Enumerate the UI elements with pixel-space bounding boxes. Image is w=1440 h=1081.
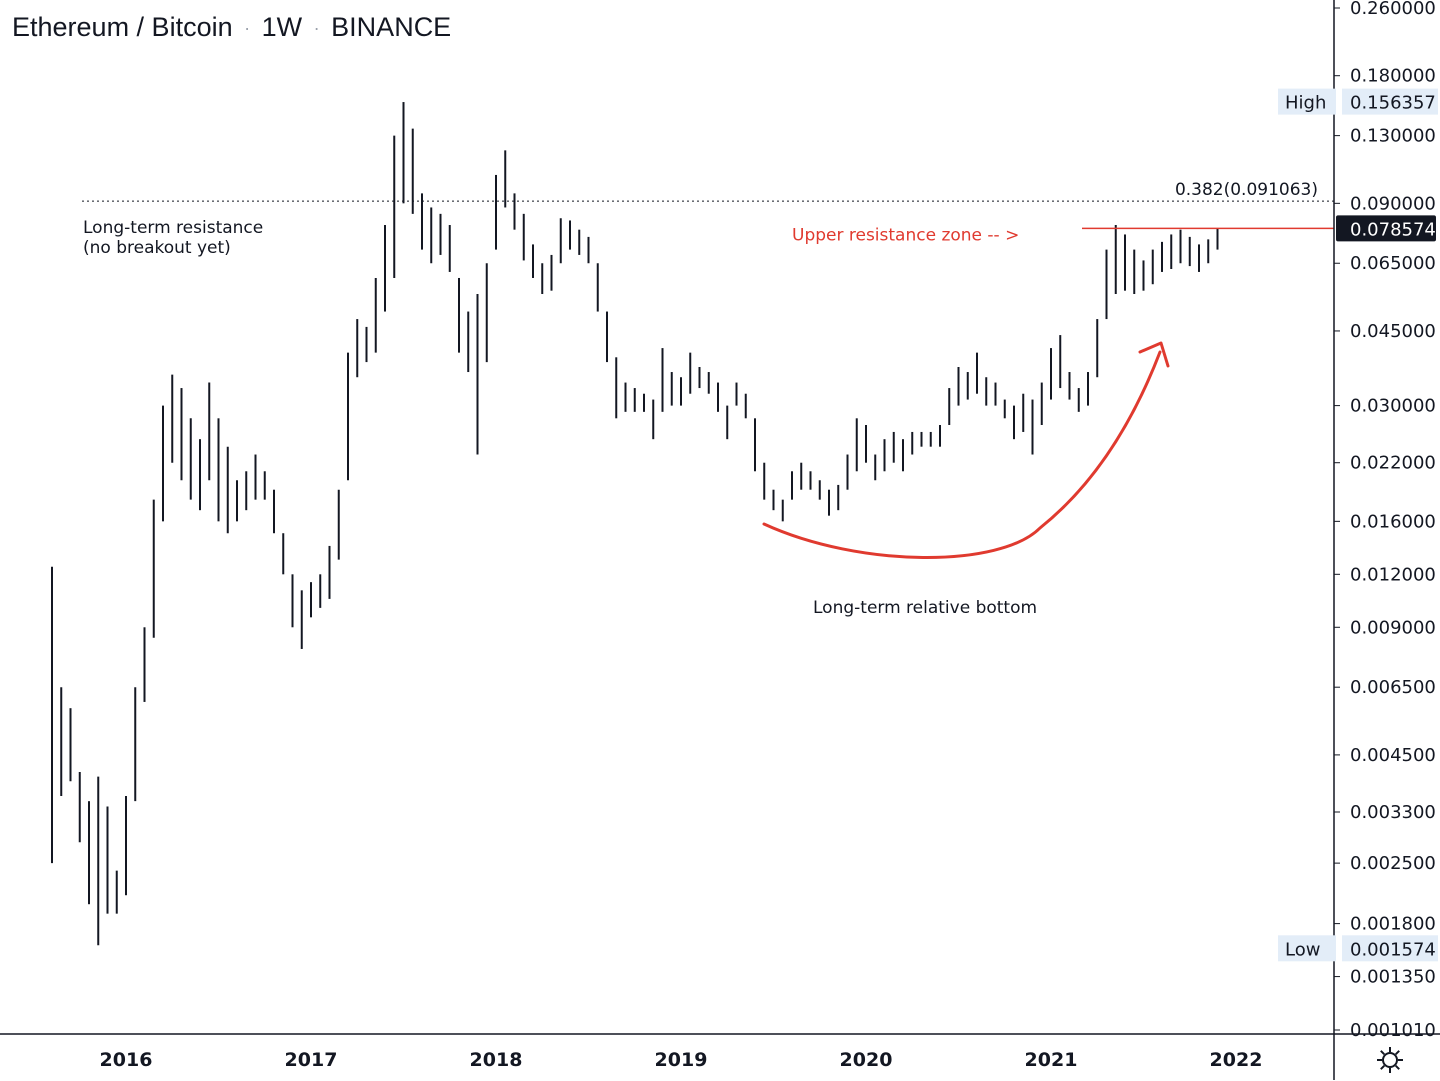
title-separator: · — [244, 18, 251, 39]
price-axis[interactable]: 0.260000 0.180000 0.130000 0.090000 0.065000… — [1278, 0, 1438, 1080]
chart-title: Ethereum / Bitcoin · 1W · BINANCE — [12, 12, 451, 43]
price-tick-label: 0.001010 — [1350, 1020, 1436, 1041]
price-tick-label: 0.003300 — [1350, 802, 1436, 823]
price-tick-label: 0.012000 — [1350, 564, 1436, 585]
price-tick-label: 0.065000 — [1350, 253, 1436, 274]
price-tick-label: 0.009000 — [1350, 617, 1436, 638]
price-tick-label: 0.001350 — [1350, 967, 1436, 988]
low-tag-bg — [1278, 935, 1336, 962]
time-tick-label: 2021 — [1025, 1049, 1078, 1071]
high-value-bg — [1342, 88, 1438, 115]
fib-level-label: 0.382(0.091063) — [1175, 180, 1318, 200]
high-tag-label: High — [1285, 93, 1326, 114]
time-tick-label: 2019 — [655, 1049, 708, 1071]
last-price-bg — [1336, 215, 1436, 242]
high-tag-bg — [1278, 88, 1336, 115]
symbol-label: Ethereum / Bitcoin — [12, 12, 233, 42]
low-value-bg — [1342, 935, 1438, 962]
resistance-note-label: (no breakout yet) — [83, 238, 231, 258]
price-tick-label: 0.016000 — [1350, 511, 1436, 532]
price-tick-label: 0.022000 — [1350, 453, 1436, 474]
low-value: 0.001574 — [1350, 939, 1436, 960]
interval-label[interactable]: 1W — [261, 12, 303, 42]
arrowhead — [1138, 341, 1170, 368]
price-tick-label: 0.004500 — [1350, 745, 1436, 766]
time-tick-label: 2017 — [285, 1049, 338, 1071]
title-separator: · — [313, 18, 320, 39]
exchange-label: BINANCE — [331, 12, 452, 42]
last-price-value: 0.078574 — [1350, 219, 1436, 240]
ohlc-bars — [51, 102, 1219, 946]
price-tick-label: 0.030000 — [1350, 396, 1436, 417]
price-tick-label: 0.006500 — [1350, 677, 1436, 698]
bottom-label: Long-term relative bottom — [813, 598, 1037, 618]
recovery-curve-arrow — [762, 350, 1162, 559]
time-tick-label: 2020 — [840, 1049, 893, 1071]
price-tick-label: 0.090000 — [1350, 193, 1436, 214]
price-tick-label: 0.001800 — [1350, 914, 1436, 935]
time-axis[interactable]: 2016 2017 2018 2019 2020 2021 2022 — [0, 1033, 1440, 1071]
price-tick-label: 0.002500 — [1350, 853, 1436, 874]
time-tick-label: 2022 — [1210, 1049, 1263, 1071]
time-tick-label: 2016 — [100, 1049, 153, 1071]
chart-overlays: 0.382(0.091063) Upper resistance zone -- … — [82, 180, 1334, 618]
low-tag-label: Low — [1285, 939, 1320, 960]
resistance-label: Long-term resistance — [83, 218, 263, 238]
price-tick-label: 0.045000 — [1350, 321, 1436, 342]
upper-resistance-label: Upper resistance zone -- > — [792, 225, 1019, 245]
high-value: 0.156357 — [1350, 93, 1436, 114]
price-tick-label: 0.180000 — [1350, 66, 1436, 87]
time-tick-label: 2018 — [470, 1049, 523, 1071]
price-tick-label: 0.260000 — [1350, 0, 1436, 19]
price-tick-label: 0.130000 — [1350, 126, 1436, 147]
settings-icon[interactable] — [1374, 1044, 1406, 1076]
